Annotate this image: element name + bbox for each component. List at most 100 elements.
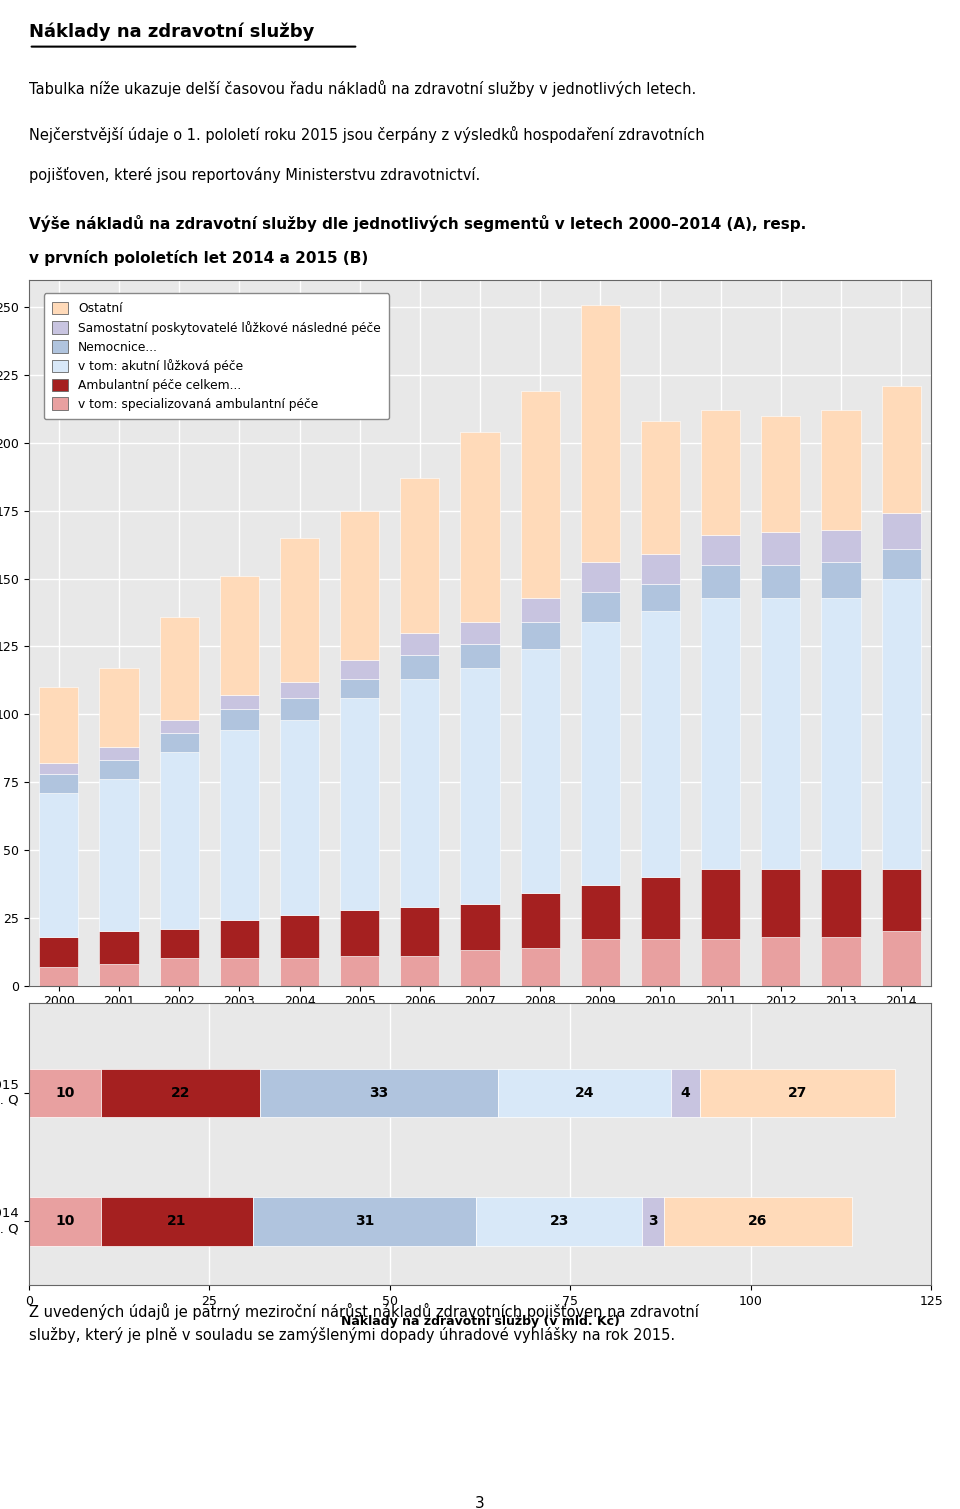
Bar <box>581 622 620 886</box>
Bar <box>581 305 620 563</box>
Bar <box>220 696 259 709</box>
Bar <box>881 513 921 549</box>
Bar <box>29 1068 101 1117</box>
Bar <box>461 432 499 622</box>
Bar <box>520 649 560 893</box>
Bar <box>101 1197 252 1245</box>
Text: 23: 23 <box>550 1215 569 1228</box>
Bar <box>520 598 560 622</box>
Legend: Ostatní, Samostatní poskytovatelé lůžkové následné péče, Nemocnice..., v tom: ak: Ostatní, Samostatní poskytovatelé lůžkov… <box>44 293 390 420</box>
Bar <box>159 928 199 958</box>
Bar <box>761 598 801 869</box>
Text: Tabulka níže ukazuje delší časovou řadu nákladů na zdravotní služby v jednotlivý: Tabulka níže ukazuje delší časovou řadu … <box>29 80 696 97</box>
Bar <box>461 951 499 985</box>
Bar <box>159 751 199 928</box>
Bar <box>400 955 440 985</box>
Bar <box>100 779 138 931</box>
Bar <box>822 937 860 985</box>
Bar <box>39 764 79 774</box>
Bar <box>340 659 379 679</box>
Bar <box>39 967 79 985</box>
Bar <box>260 1068 498 1117</box>
Bar <box>340 510 379 659</box>
Bar <box>641 421 680 554</box>
Text: 26: 26 <box>748 1215 768 1228</box>
Text: Nejčerstvější údaje o 1. pololetí roku 2015 jsou čerpány z výsledků hospodaření : Nejčerstvější údaje o 1. pololetí roku 2… <box>29 125 705 143</box>
Bar <box>340 679 379 699</box>
Text: 24: 24 <box>575 1086 594 1100</box>
Bar <box>822 410 860 530</box>
Bar <box>280 720 319 914</box>
Bar <box>39 687 79 764</box>
Bar <box>520 391 560 598</box>
Bar <box>881 578 921 869</box>
Bar <box>400 679 440 907</box>
Bar <box>701 940 740 985</box>
Bar <box>252 1197 476 1245</box>
Bar <box>881 386 921 513</box>
Bar <box>220 576 259 696</box>
Bar <box>340 910 379 955</box>
Bar <box>39 937 79 967</box>
Bar <box>641 877 680 940</box>
Bar <box>881 549 921 578</box>
Text: 22: 22 <box>171 1086 190 1100</box>
Text: pojišťoven, které jsou reportovány Ministerstvu zdravotnictví.: pojišťoven, které jsou reportovány Minis… <box>29 166 480 183</box>
Text: 27: 27 <box>788 1086 807 1100</box>
Bar <box>700 1068 895 1117</box>
Bar <box>159 958 199 985</box>
Bar <box>280 699 319 720</box>
Text: 33: 33 <box>370 1086 389 1100</box>
Bar <box>159 617 199 720</box>
Bar <box>220 709 259 730</box>
Bar <box>461 904 499 951</box>
Bar <box>701 564 740 598</box>
Text: Náklady na zdravotní služby: Náklady na zdravotní služby <box>29 23 314 41</box>
Bar <box>400 655 440 679</box>
Text: 10: 10 <box>56 1086 75 1100</box>
Text: 31: 31 <box>355 1215 374 1228</box>
Bar <box>100 761 138 779</box>
Bar <box>822 598 860 869</box>
Bar <box>100 964 138 985</box>
Text: 21: 21 <box>167 1215 186 1228</box>
Bar <box>822 563 860 598</box>
Bar <box>671 1068 700 1117</box>
Bar <box>159 720 199 733</box>
Bar <box>881 931 921 985</box>
Bar <box>340 699 379 910</box>
Bar <box>581 592 620 622</box>
Bar <box>29 1197 101 1245</box>
Bar <box>641 611 680 877</box>
Bar <box>581 940 620 985</box>
Bar <box>822 530 860 563</box>
Bar <box>476 1197 642 1245</box>
Bar <box>280 537 319 682</box>
Bar <box>461 668 499 904</box>
Bar <box>100 668 138 747</box>
Bar <box>159 733 199 751</box>
Bar <box>280 682 319 699</box>
Bar <box>581 563 620 592</box>
Bar <box>761 564 801 598</box>
Bar <box>220 730 259 920</box>
Bar <box>581 886 620 940</box>
Bar <box>280 914 319 958</box>
Bar <box>701 598 740 869</box>
Bar <box>220 920 259 958</box>
Text: 3: 3 <box>475 1495 485 1509</box>
Bar <box>761 533 801 564</box>
Bar <box>761 937 801 985</box>
Bar <box>400 907 440 955</box>
Bar <box>400 478 440 632</box>
Text: Výše nákladů na zdravotní služby dle jednotlivých segmentů v letech 2000–2014 (A: Výše nákladů na zdravotní služby dle jed… <box>29 214 806 231</box>
Bar <box>340 955 379 985</box>
Bar <box>400 632 440 655</box>
Bar <box>761 416 801 533</box>
Bar <box>520 622 560 649</box>
Bar <box>101 1068 260 1117</box>
Text: 3: 3 <box>648 1215 658 1228</box>
Bar <box>822 869 860 937</box>
Text: v prvních pololetích let 2014 a 2015 (B): v prvních pololetích let 2014 a 2015 (B) <box>29 250 368 267</box>
Bar <box>701 869 740 940</box>
